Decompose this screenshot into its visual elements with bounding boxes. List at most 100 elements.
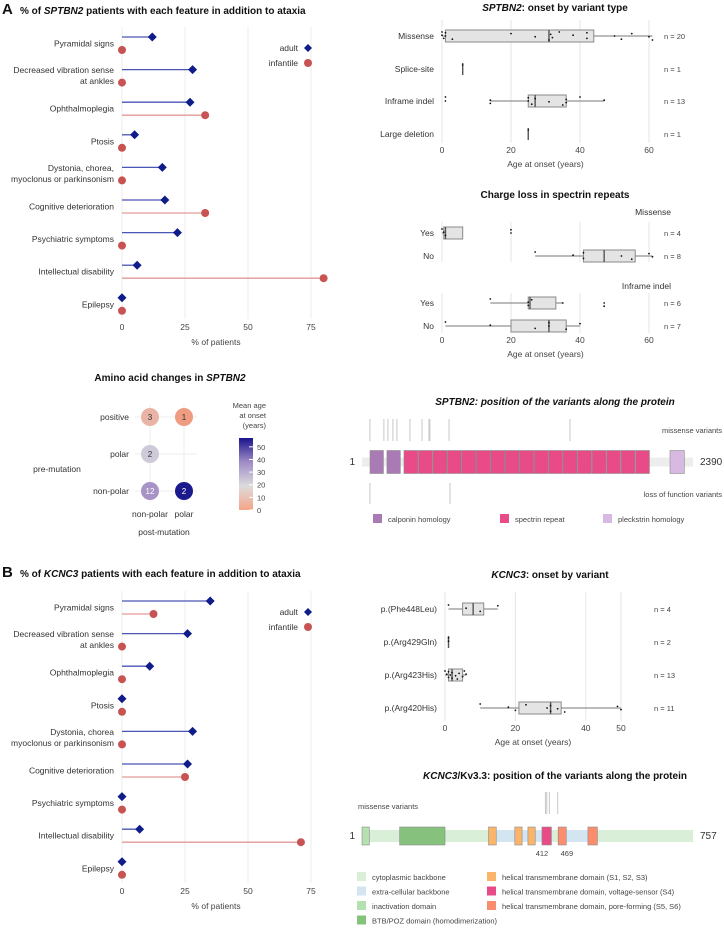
category-label-line: Psychiatric symptoms [32, 234, 114, 244]
x-tick-label: 0 [440, 335, 445, 345]
x-tick-label: 50 [243, 322, 253, 332]
chart-title-part: KCNC3 [491, 570, 526, 581]
chart-title: % of KCNC3 patients with each feature in… [20, 569, 301, 580]
protein-domain [505, 450, 520, 474]
chart-title: SPTBN2: position of the variants along t… [435, 397, 674, 408]
protein-domain [403, 450, 419, 474]
data-point [572, 34, 574, 37]
data-point [514, 709, 517, 712]
data-point [563, 711, 566, 713]
colorbar-title: (years) [243, 421, 267, 430]
x-tick-label: 60 [644, 145, 654, 155]
legend-label: helical transmembrane domain, voltage-se… [502, 888, 675, 897]
chart-title-part: % of [20, 569, 44, 580]
n-label: n = 11 [654, 704, 675, 713]
colorbar-title: at onset [239, 411, 267, 420]
missense-variants-label: missense variants [358, 802, 418, 811]
data-point [534, 97, 537, 100]
infantile-circle-marker [118, 241, 126, 250]
x-tick-label: 20 [506, 145, 516, 155]
category-label: Psychiatric symptoms [32, 798, 114, 808]
data-point [447, 637, 450, 639]
row-label: No [423, 321, 434, 331]
protein-domain [447, 450, 462, 474]
data-point [534, 327, 537, 330]
x-tick-label: 0 [120, 886, 125, 896]
bubble [141, 408, 159, 426]
colorbar-tick-label: 40 [257, 455, 265, 464]
legend-swatch [603, 514, 612, 523]
protein-domain [432, 450, 448, 474]
protein-domain [587, 826, 598, 846]
category-label: Epilepsy [82, 299, 115, 309]
chart-title-part: SPTBN2 [206, 373, 246, 384]
infantile-circle-marker [118, 675, 126, 684]
adult-diamond-marker [205, 596, 215, 606]
x-category-label: non-polar [132, 509, 168, 519]
protein-domain [541, 826, 552, 846]
protein-domain [635, 450, 650, 474]
chart-title: Charge loss in spectrin repeats [481, 190, 630, 201]
data-point [556, 707, 559, 710]
n-label: n = 13 [654, 671, 675, 680]
data-point [546, 707, 548, 709]
chart-title: % of SPTBN2 patients with each feature i… [20, 6, 306, 17]
data-point [465, 673, 468, 676]
colorbar-title: Mean age [233, 401, 266, 410]
x-tick-label: 40 [581, 723, 591, 733]
adult-diamond-marker [183, 759, 193, 769]
infantile-circle-marker [181, 773, 189, 781]
category-label-line: Dystonia, chorea [50, 727, 114, 737]
infantile-circle-marker [118, 870, 126, 879]
protein-domain [490, 450, 506, 474]
data-point [442, 231, 445, 234]
protein-domain [519, 450, 534, 474]
chart-title-part: % of [20, 6, 44, 17]
category-label-line: Ptosis [91, 700, 114, 710]
legend-swatch [500, 514, 509, 523]
data-point [479, 610, 482, 613]
row-label: Yes [420, 228, 434, 238]
panel-a-letter: A [2, 1, 13, 18]
data-point [549, 33, 552, 36]
category-label: Pyramidal signs [54, 603, 114, 613]
data-point [479, 703, 482, 705]
n-label: n = 4 [664, 229, 681, 238]
data-point [603, 99, 606, 102]
legend-label: inactivation domain [372, 902, 436, 911]
row-label: p.(Arg429Gln) [384, 637, 438, 647]
data-point [561, 302, 564, 304]
x-axis-label: Age at onset (years) [495, 737, 572, 747]
outlier-point [444, 100, 447, 102]
infantile-circle-marker [201, 209, 210, 217]
data-point [548, 39, 550, 41]
data-point [548, 321, 550, 324]
data-point [447, 670, 450, 673]
data-point [534, 251, 537, 253]
data-point [489, 99, 492, 102]
row-label: Missense [398, 31, 434, 41]
x-tick-label: 0 [440, 145, 445, 155]
adult-diamond-marker [183, 629, 193, 639]
adult-diamond-marker [188, 726, 198, 736]
chart-title-part: SPTBN2 [482, 3, 522, 14]
category-label: Ptosis [91, 136, 114, 146]
box [527, 296, 557, 310]
data-point [447, 676, 450, 679]
x-axis-label: % of patients [191, 337, 240, 347]
colorbar-tick-label: 20 [257, 481, 265, 490]
adult-diamond-marker [157, 162, 167, 172]
y-category-label: polar [110, 449, 129, 459]
adult-diamond-marker [117, 792, 127, 802]
data-point [549, 710, 552, 713]
data-point [489, 298, 492, 300]
x-tick-label: 75 [306, 322, 316, 332]
category-label-line: Psychiatric symptoms [32, 798, 114, 808]
data-point [441, 31, 443, 33]
start-position-label: 1 [349, 831, 355, 842]
data-point [648, 35, 650, 38]
protein-domain [461, 450, 477, 474]
category-label-line: Intellectual disability [38, 831, 114, 841]
